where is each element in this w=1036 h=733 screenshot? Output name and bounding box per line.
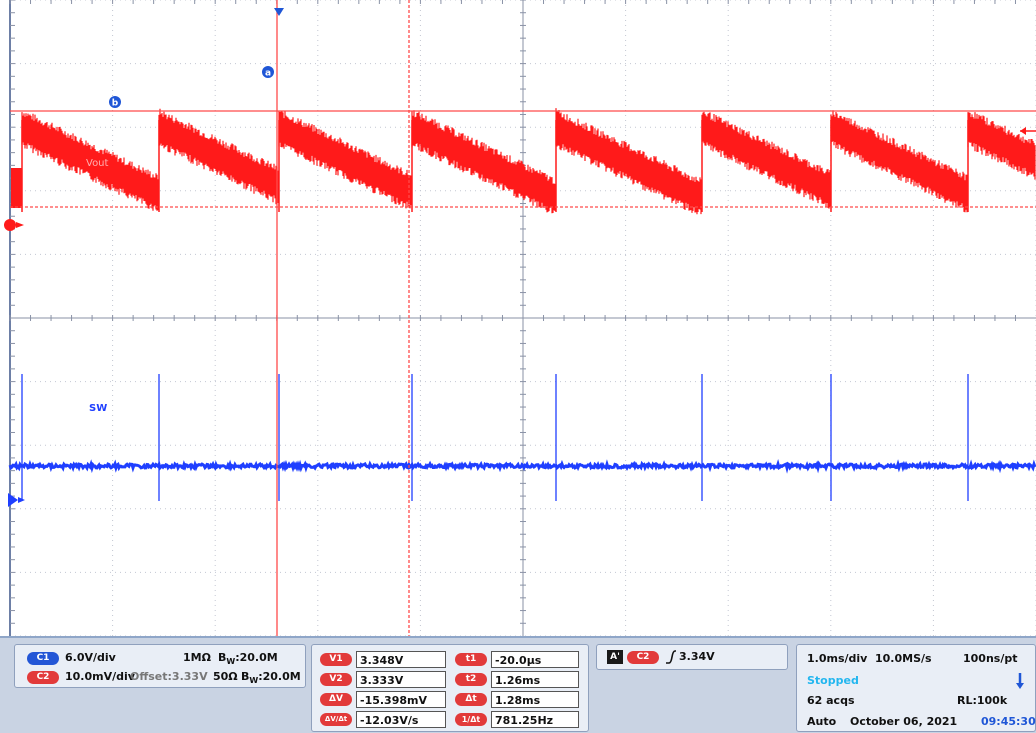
dt-tag: Δt (455, 693, 487, 706)
arrow-down-icon (1016, 673, 1024, 689)
time-per-point: 100ns/pt (963, 652, 1018, 665)
c2-scale: 10.0mV/div (65, 670, 135, 683)
waveform-area: Vout SW a b (4, 0, 1036, 637)
status-panel: C1 6.0V/div 1MΩ BW:20.0M C2 10.0mV/div O… (0, 636, 1036, 733)
rising-edge-icon (666, 650, 676, 664)
t1-value: -20.0µs (491, 651, 579, 668)
inv-dt-tag: 1/Δt (455, 713, 487, 726)
c2-offset: Offset:3.33V (130, 670, 208, 683)
time-per-div: 1.0ms/div (807, 652, 868, 665)
v2-value: 3.333V (356, 671, 446, 688)
cursor-a-marker[interactable]: a (262, 66, 274, 79)
cursors[interactable] (10, 0, 1036, 636)
acquisition-state: Stopped (807, 674, 859, 687)
t1-tag: t1 (455, 653, 487, 666)
sw-trace-label: SW (89, 403, 107, 414)
v2-tag: V2 (320, 673, 352, 686)
trigger-source: C2 (627, 651, 659, 664)
trigger-level-marker[interactable] (1020, 127, 1036, 135)
cursor-a-label: a (265, 69, 271, 79)
inv-dt-value: 781.25Hz (491, 711, 579, 728)
dvdt-tag: ΔV/Δt (320, 713, 352, 726)
trigger-mode-tag: A' (607, 650, 623, 664)
t2-tag: t2 (455, 673, 487, 686)
dv-tag: ΔV (320, 693, 352, 706)
c2-bw-prefix: B (241, 670, 250, 683)
date-display: October 06, 2021 (850, 715, 958, 728)
sample-rate: 10.0MS/s (875, 652, 932, 665)
c2-bw-sub: W (249, 676, 259, 686)
c1-bw-prefix: B (218, 651, 227, 664)
record-length: RL:100k (957, 694, 1008, 707)
c1-impedance: 1MΩ (183, 651, 211, 664)
cursor-b-marker[interactable]: b (109, 96, 121, 109)
v1-tag: V1 (320, 653, 352, 666)
c1-bw-value: :20.0M (235, 651, 278, 664)
sw-trace (8, 458, 1036, 474)
t2-value: 1.26ms (491, 671, 579, 688)
c2-ground-marker[interactable] (4, 219, 24, 231)
c1-bandwidth: BW:20.0M (218, 651, 278, 666)
trigger-position-marker[interactable] (274, 8, 284, 16)
v1-value: 3.348V (356, 651, 446, 668)
timebase-box[interactable]: 1.0ms/div 10.0MS/s 100ns/pt Stopped 62 a… (796, 644, 1036, 732)
c2-bw-value: :20.0M (258, 670, 301, 683)
cursor-readout-box[interactable]: V1 3.348V V2 3.333V ΔV -15.398mV ΔV/Δt -… (311, 644, 589, 732)
c2-tag[interactable]: C2 (27, 671, 59, 684)
c2-bandwidth: BW:20.0M (241, 670, 301, 685)
c2-impedance: 50Ω (213, 670, 238, 683)
dt-value: 1.28ms (491, 691, 579, 708)
dvdt-value: -12.03V/s (356, 711, 446, 728)
acquisition-count: 62 acqs (807, 694, 855, 707)
c1-bw-sub: W (226, 657, 236, 667)
vout-partial (11, 168, 22, 208)
trigger-level: 3.34V (679, 650, 715, 663)
trigger-box[interactable]: A' C2 3.34V (596, 644, 788, 670)
dv-value: -15.398mV (356, 691, 446, 708)
cursor-b-label: b (112, 99, 119, 109)
scope-display: Vout SW a b (4, 0, 1036, 637)
traces (8, 108, 1036, 501)
trigger-mode: Auto (807, 715, 837, 728)
c1-tag[interactable]: C1 (27, 652, 59, 665)
time-display: 09:45:30 (981, 715, 1036, 728)
c1-ground-marker[interactable] (8, 493, 25, 507)
channel-settings-box[interactable]: C1 6.0V/div 1MΩ BW:20.0M C2 10.0mV/div O… (14, 644, 306, 688)
vout-trace-label: Vout (86, 158, 109, 169)
c1-scale: 6.0V/div (65, 651, 116, 664)
